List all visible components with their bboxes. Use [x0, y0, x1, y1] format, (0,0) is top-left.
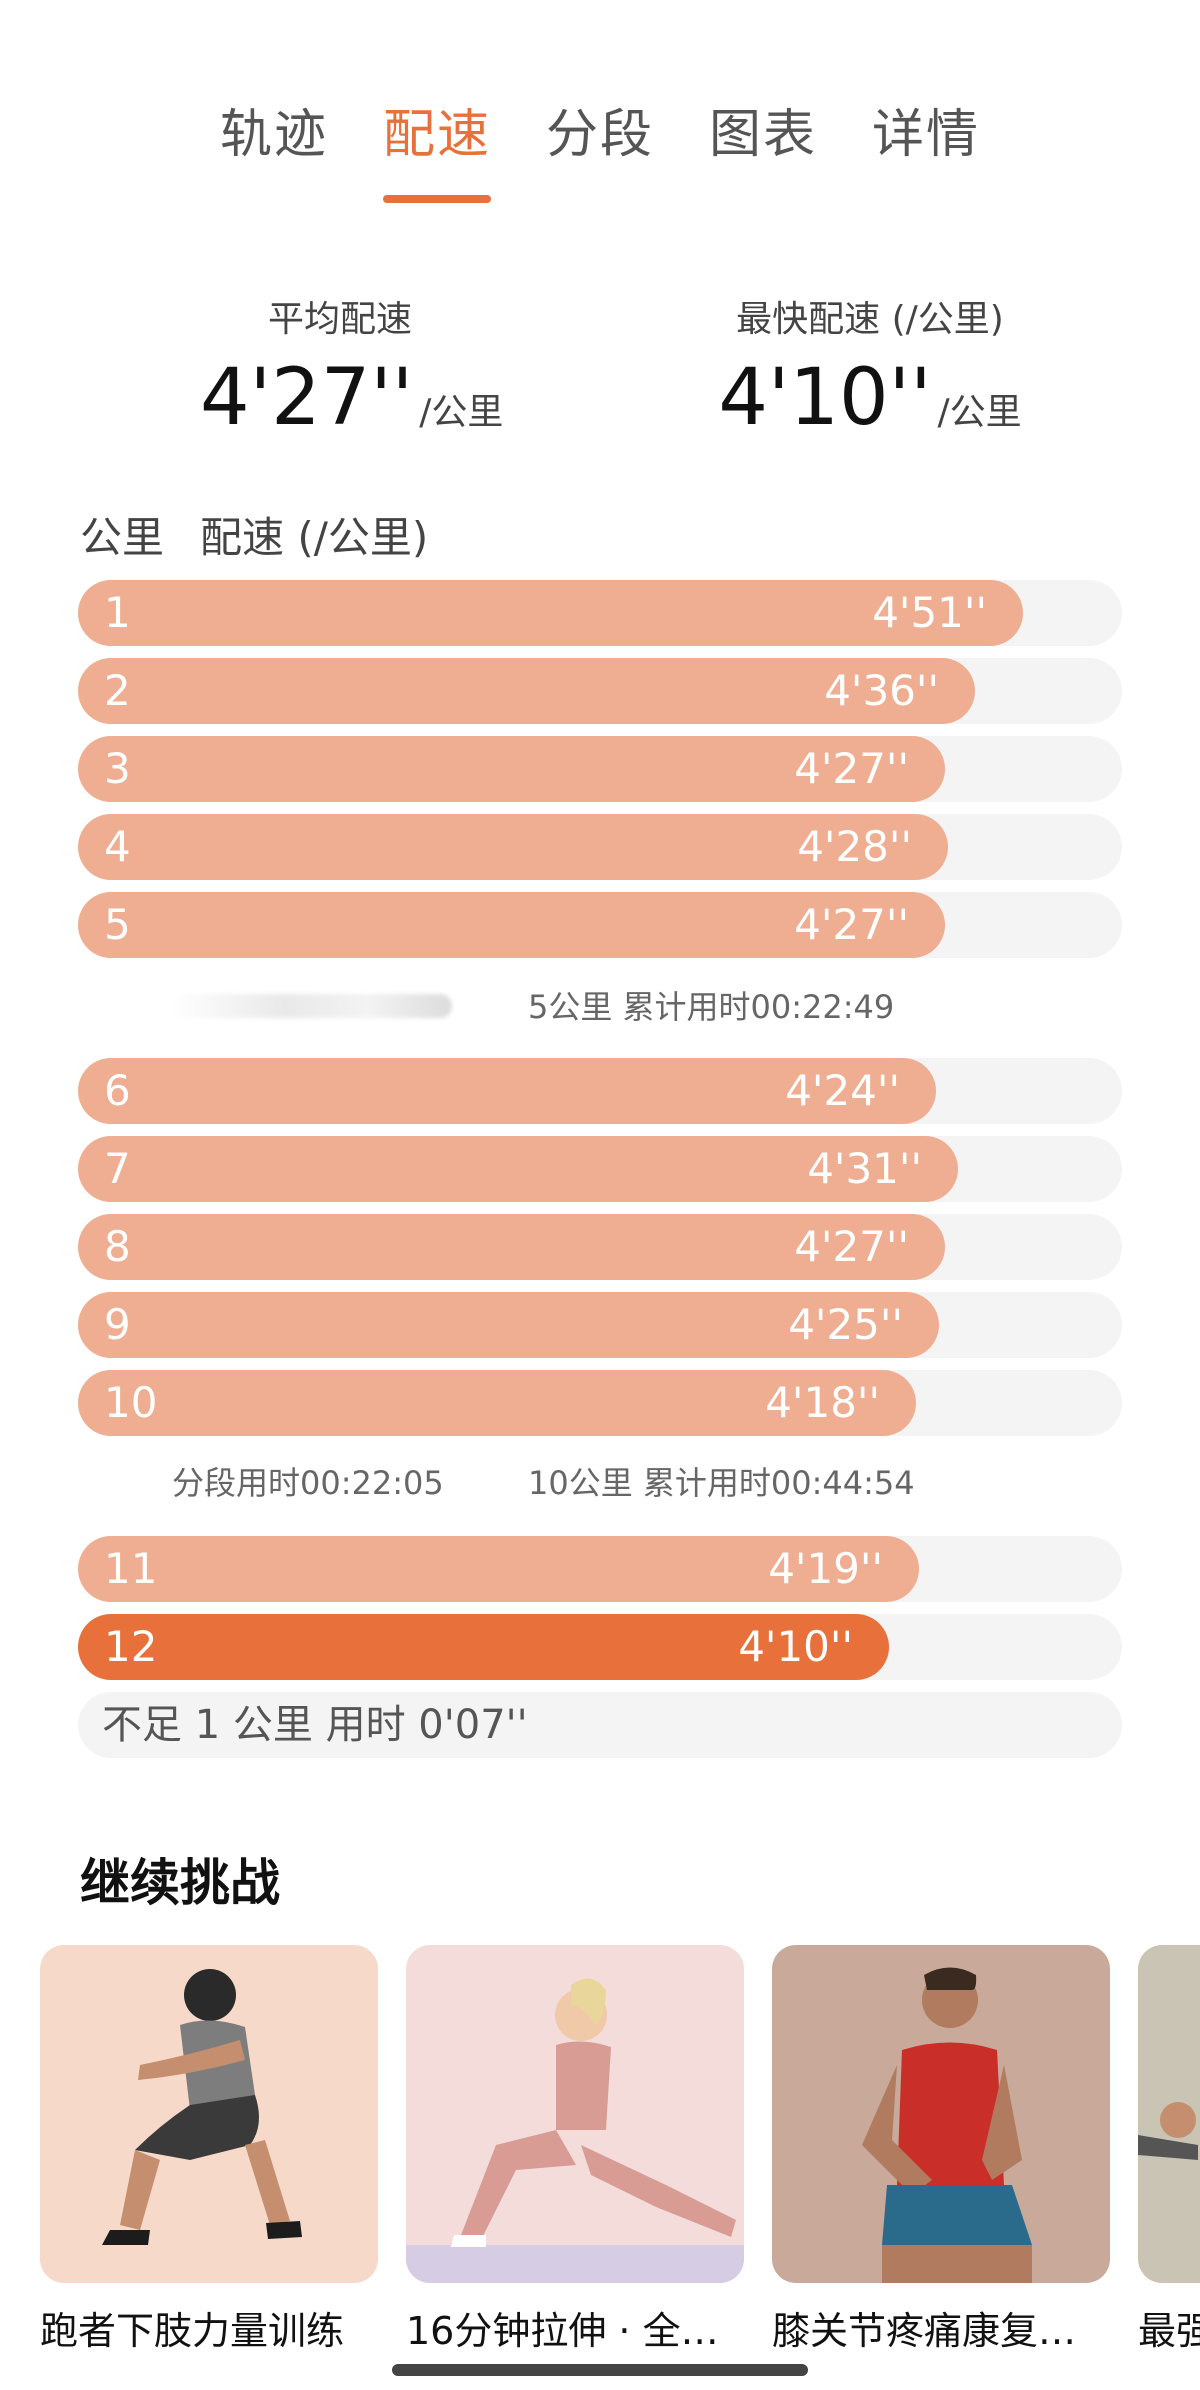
split-bar-fill [78, 1614, 889, 1680]
challenge-carousel[interactable]: 跑者下肢力量训练 16分钟拉伸 · 全身放松 [40, 1945, 1200, 2365]
split-km: 7 [104, 1144, 131, 1193]
remainder-text: 不足 1 公里 用时 0'07'' [102, 1702, 528, 1748]
pace-column-header: 配速 (/公里) [200, 513, 429, 562]
split-bar-fill [78, 658, 975, 724]
split-row: 6 4'24'' [78, 1058, 1122, 1124]
fastest-pace-unit: /公里 [937, 392, 1022, 433]
split-row: 9 4'25'' [78, 1292, 1122, 1358]
knee-rehab-figure-icon [772, 1945, 1110, 2283]
fastest-pace-stat: 最快配速 (/公里) 4'10''/公里 [700, 295, 1040, 443]
split-km: 6 [104, 1066, 131, 1115]
split-bar-fill [78, 1370, 916, 1436]
card-image [40, 1945, 378, 2283]
card-image [1138, 1945, 1200, 2283]
stretch-figure-icon [406, 1945, 744, 2283]
tab-bar: 轨迹 配速 分段 图表 详情 [0, 95, 1200, 203]
home-indicator[interactable] [392, 2364, 808, 2376]
split-pace: 4'25'' [788, 1300, 903, 1349]
challenge-card[interactable]: 16分钟拉伸 · 全身放松 [406, 1945, 744, 2359]
split-km: 11 [104, 1544, 158, 1593]
continue-challenge-title: 继续挑战 [80, 1854, 280, 1912]
split-row: 11 4'19'' [78, 1536, 1122, 1602]
split-pace: 4'18'' [765, 1378, 880, 1427]
split-row: 8 4'27'' [78, 1214, 1122, 1280]
avg-pace-unit: /公里 [419, 392, 504, 433]
split-bar-fill [78, 580, 1023, 646]
split-km: 9 [104, 1300, 131, 1349]
split-bar-fill [78, 1058, 936, 1124]
card-title: 膝关节疼痛康复训练 [772, 2309, 1110, 2353]
split-pace: 4'27'' [794, 744, 909, 793]
segment-time-10km: 分段用时00:22:05 [172, 1464, 444, 1502]
card-title: 16分钟拉伸 · 全身放松 [406, 2309, 744, 2353]
floor-exercise-figure-icon [1138, 1945, 1200, 2283]
split-km: 3 [104, 744, 131, 793]
split-pace: 4'28'' [797, 822, 912, 871]
cumulative-time-10km: 10公里 累计用时00:44:54 [528, 1464, 915, 1502]
squat-figure-icon [40, 1945, 378, 2283]
split-bar-fill [78, 892, 945, 958]
km-column-header: 公里 [80, 513, 165, 562]
split-row: 5 4'27'' [78, 892, 1122, 958]
split-info-5km: 5公里 累计用时00:22:49 [0, 982, 1200, 1032]
fastest-pace-value: 4'10'' [718, 353, 932, 443]
split-pace: 4'31'' [807, 1144, 922, 1193]
split-km: 1 [104, 588, 131, 637]
split-bar-fill [78, 1292, 939, 1358]
split-bar-fill [78, 736, 945, 802]
pace-summary: 平均配速 4'27''/公里 最快配速 (/公里) 4'10''/公里 [0, 295, 1200, 455]
splits-header: 公里 配速 (/公里) [80, 508, 428, 568]
challenge-card[interactable]: 膝关节疼痛康复训练 [772, 1945, 1110, 2359]
tab-track[interactable]: 轨迹 [219, 105, 328, 165]
split-bar-fill [78, 814, 948, 880]
tab-segments[interactable]: 分段 [545, 105, 654, 165]
avg-pace-label: 平均配速 [267, 299, 412, 340]
split-bar-fill [78, 1214, 945, 1280]
split-row: 2 4'36'' [78, 658, 1122, 724]
avg-pace-value: 4'27'' [200, 353, 414, 443]
split-row: 7 4'31'' [78, 1136, 1122, 1202]
split-km: 4 [104, 822, 131, 871]
obscured-segment-time [172, 994, 452, 1018]
fastest-pace-label: 最快配速 (/公里) [736, 299, 1004, 340]
split-pace: 4'36'' [824, 666, 939, 715]
split-row: 3 4'27'' [78, 736, 1122, 802]
split-km: 10 [104, 1378, 158, 1427]
split-row-fastest: 12 4'10'' [78, 1614, 1122, 1680]
split-pace: 4'51'' [872, 588, 987, 637]
tab-details[interactable]: 详情 [872, 105, 981, 165]
card-image [772, 1945, 1110, 2283]
split-pace: 4'10'' [738, 1622, 853, 1671]
challenge-card[interactable]: 最强 [1138, 1945, 1200, 2359]
card-image [406, 1945, 744, 2283]
split-km: 12 [104, 1622, 158, 1671]
split-pace: 4'27'' [794, 1222, 909, 1271]
split-km: 8 [104, 1222, 131, 1271]
card-title: 跑者下肢力量训练 [40, 2309, 345, 2353]
card-title: 最强 [1138, 2309, 1200, 2353]
tab-charts[interactable]: 图表 [709, 105, 818, 165]
split-bar-fill [78, 1536, 919, 1602]
split-info-10km: 分段用时00:22:05 10公里 累计用时00:44:54 [0, 1458, 1200, 1508]
split-row: 4 4'28'' [78, 814, 1122, 880]
tab-pace[interactable]: 配速 [382, 95, 492, 203]
cumulative-time-5km: 5公里 累计用时00:22:49 [528, 988, 895, 1026]
split-bar-fill [78, 1136, 958, 1202]
avg-pace-stat: 平均配速 4'27''/公里 [200, 295, 503, 443]
split-km: 5 [104, 900, 131, 949]
split-row: 1 4'51'' [78, 580, 1122, 646]
split-pace: 4'19'' [768, 1544, 883, 1593]
remainder-row: 不足 1 公里 用时 0'07'' [78, 1692, 1122, 1758]
challenge-card[interactable]: 跑者下肢力量训练 [40, 1945, 378, 2359]
split-pace: 4'24'' [785, 1066, 900, 1115]
split-km: 2 [104, 666, 131, 715]
split-row: 10 4'18'' [78, 1370, 1122, 1436]
split-pace: 4'27'' [794, 900, 909, 949]
